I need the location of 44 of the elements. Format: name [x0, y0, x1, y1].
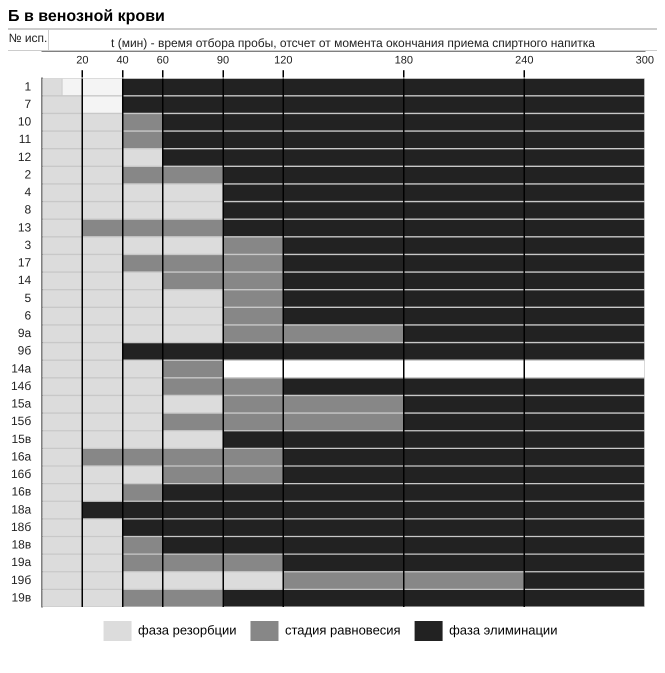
y-tick-label: 16в — [11, 484, 32, 499]
y-tick-label: 14б — [10, 378, 32, 393]
y-tick-label: 1 — [24, 79, 32, 94]
chart-title: Б в венозной крови — [8, 8, 657, 30]
y-tick-label: 3 — [24, 238, 32, 252]
legend-label: стадия равновесия — [284, 622, 401, 638]
x-tick-label: 120 — [274, 54, 292, 67]
y-tick-label: 12 — [18, 150, 32, 164]
x-tick-label: 90 — [216, 54, 230, 67]
y-tick-label: 14а — [11, 361, 32, 376]
legend-label: фаза резорбции — [138, 622, 236, 638]
y-tick-label: 16а — [11, 449, 32, 464]
y-tick-label: 8 — [24, 202, 32, 217]
y-tick-label: 10 — [18, 114, 32, 129]
y-tick-label: 5 — [24, 290, 32, 305]
y-tick-label: 14 — [18, 273, 32, 288]
x-tick-label: 300 — [636, 54, 654, 67]
y-tick-label: 18б — [10, 520, 32, 534]
x-tick-label: 60 — [156, 54, 169, 67]
y-tick-label: 17 — [18, 256, 32, 270]
x-axis-title: t (мин) - время отбора пробы, отсчет от момента окончания приема спиртного напитка — [110, 35, 596, 50]
y-tick-label: 13 — [18, 220, 32, 234]
y-tick-label: 9а — [18, 326, 32, 340]
y-tick-label: 2 — [24, 167, 32, 182]
y-tick-label: 16б — [10, 467, 32, 482]
y-tick-label: 11 — [18, 132, 32, 146]
y-tick-label: 19б — [10, 572, 32, 587]
y-tick-label: 18а — [11, 502, 32, 516]
y-tick-label: 9б — [18, 344, 32, 358]
y-tick-label: 15б — [10, 414, 32, 428]
x-tick-label: 180 — [394, 54, 413, 67]
y-tick-label: 6 — [24, 308, 32, 322]
x-tick-label: 40 — [116, 54, 129, 67]
x-tick-label: 20 — [76, 54, 89, 67]
y-tick-label: 19в — [11, 590, 32, 604]
y-tick-label: 4 — [24, 185, 32, 200]
y-tick-label: 7 — [24, 96, 32, 111]
y-axis-title: № исп. — [8, 30, 49, 50]
x-tick-label: 240 — [515, 54, 534, 67]
y-tick-label: 15в — [11, 432, 32, 446]
y-tick-label: 19а — [11, 555, 32, 570]
y-tick-label: 18в — [11, 538, 32, 552]
legend-label: фаза элиминации — [449, 622, 558, 638]
y-tick-label: 15а — [11, 396, 32, 411]
